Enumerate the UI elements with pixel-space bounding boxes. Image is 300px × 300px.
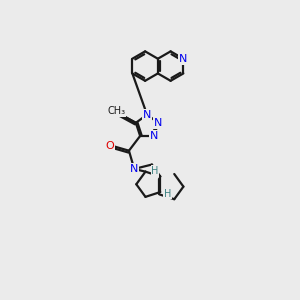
Text: N: N bbox=[179, 54, 188, 64]
Text: N: N bbox=[150, 131, 158, 141]
Text: H: H bbox=[151, 166, 159, 176]
Text: O: O bbox=[106, 141, 115, 151]
Text: H: H bbox=[164, 188, 171, 199]
Text: N: N bbox=[130, 164, 138, 174]
Text: CH₃: CH₃ bbox=[107, 106, 125, 116]
Text: N: N bbox=[143, 110, 151, 120]
Text: N: N bbox=[154, 118, 162, 128]
